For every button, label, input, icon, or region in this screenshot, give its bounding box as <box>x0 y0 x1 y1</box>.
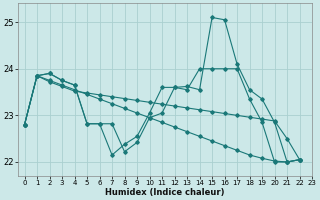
X-axis label: Humidex (Indice chaleur): Humidex (Indice chaleur) <box>105 188 225 197</box>
